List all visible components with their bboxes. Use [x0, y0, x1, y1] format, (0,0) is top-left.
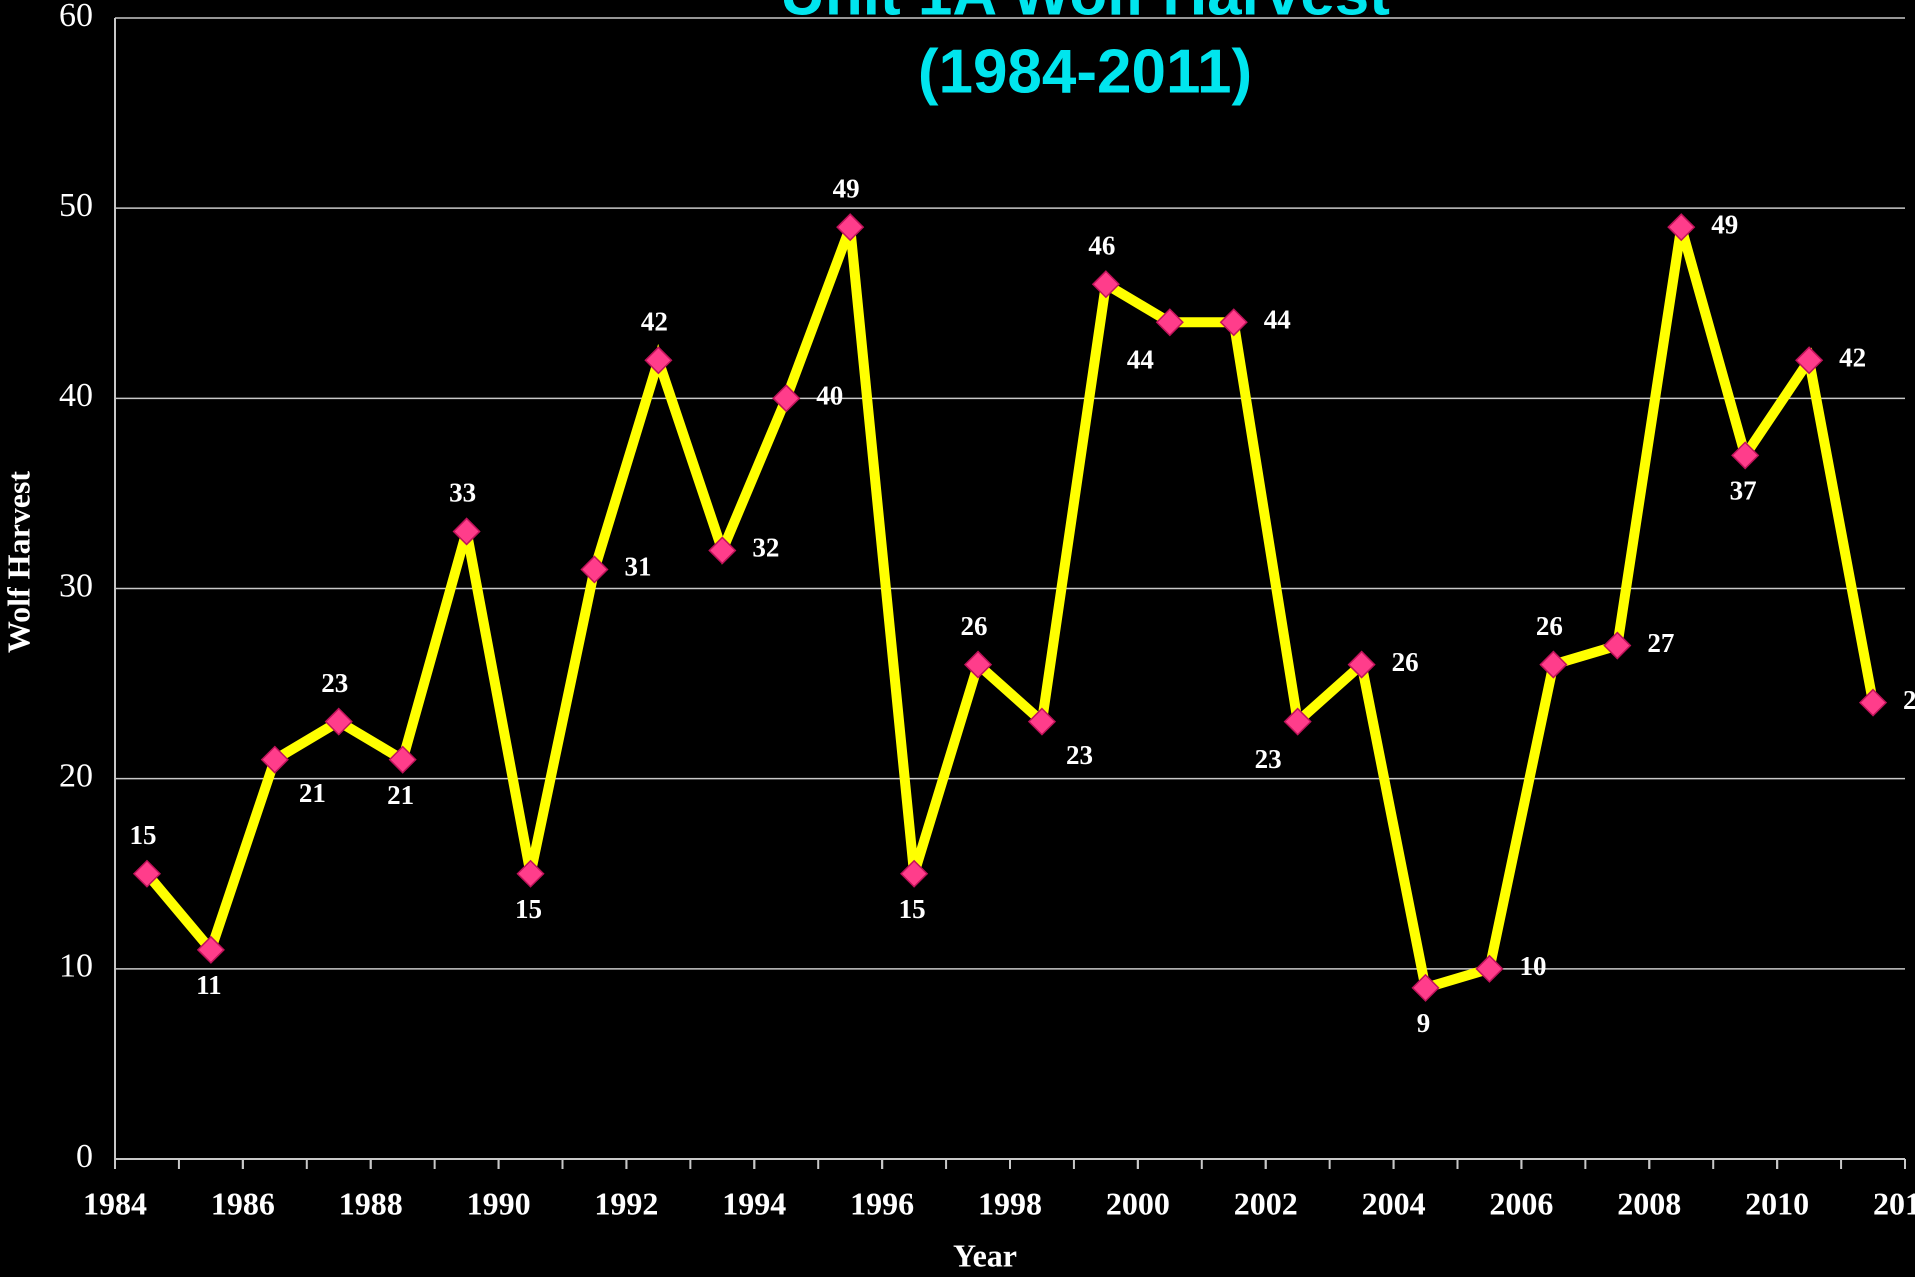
marker: [708, 536, 737, 565]
x-tick-label: 1996: [850, 1185, 914, 1221]
marker: [1283, 707, 1312, 736]
x-tick-label: 1998: [978, 1185, 1042, 1221]
marker: [1155, 308, 1184, 337]
data-label: 31: [624, 552, 651, 582]
x-tick-label: 2002: [1234, 1185, 1298, 1221]
y-tick-label: 50: [59, 187, 93, 224]
x-tick-label: 1986: [211, 1185, 275, 1221]
data-label: 15: [129, 820, 156, 850]
marker: [644, 346, 673, 375]
x-tick-label: 2012: [1873, 1185, 1915, 1221]
line: [143, 225, 1878, 995]
data-label: 15: [899, 894, 926, 924]
marker: [1731, 441, 1760, 470]
marker: [1347, 650, 1376, 679]
marker: [836, 213, 865, 242]
y-axis-title: Wolf Harvest: [0, 471, 36, 654]
data-label: 26: [1536, 611, 1563, 641]
data-label: 26: [961, 611, 988, 641]
x-tick-label: 1994: [722, 1185, 786, 1221]
data-label: 49: [1711, 209, 1738, 239]
data-label: 26: [1392, 647, 1419, 677]
x-tick-label: 1990: [467, 1185, 531, 1221]
data-label: 23: [1255, 744, 1282, 774]
x-axis-title: Year: [953, 1237, 1017, 1273]
marker: [196, 935, 225, 964]
data-label: 21: [299, 778, 326, 808]
marker: [516, 859, 545, 888]
marker: [1667, 213, 1696, 242]
x-tick-label: 2006: [1489, 1185, 1553, 1221]
x-tick-label: 1992: [594, 1185, 658, 1221]
x-tick-label: 2008: [1617, 1185, 1681, 1221]
marker: [772, 384, 801, 413]
data-label: 21: [387, 780, 414, 810]
chart-title: (1984-2011): [918, 37, 1252, 106]
marker: [1219, 308, 1248, 337]
marker: [1795, 346, 1824, 375]
data-label: 33: [449, 478, 476, 508]
marker: [324, 707, 353, 736]
data-label: 23: [321, 668, 348, 698]
data-label: 42: [1839, 343, 1866, 373]
marker: [1475, 954, 1504, 983]
x-tick-label: 1988: [339, 1185, 403, 1221]
marker: [1603, 631, 1632, 660]
data-label: 9: [1417, 1008, 1431, 1038]
marker: [388, 745, 417, 774]
marker: [580, 555, 609, 584]
y-tick-label: 60: [59, 0, 93, 34]
x-tick-label: 2010: [1745, 1185, 1809, 1221]
marker: [1539, 650, 1568, 679]
y-tick-label: 20: [59, 757, 93, 794]
marker: [1411, 973, 1440, 1002]
x-tick-label: 2000: [1106, 1185, 1170, 1221]
marker: [1858, 688, 1888, 717]
data-label: 40: [816, 381, 843, 411]
data-label: 49: [833, 173, 860, 203]
x-tick-label: 2004: [1362, 1185, 1426, 1221]
data-label: 44: [1127, 344, 1154, 374]
data-label: 32: [752, 533, 779, 563]
marker: [963, 650, 993, 679]
x-tick-label: 1984: [83, 1185, 147, 1221]
marker: [132, 859, 162, 888]
data-label: 23: [1066, 740, 1093, 770]
data-label: 42: [641, 307, 668, 337]
y-tick-label: 10: [59, 948, 93, 985]
y-tick-label: 40: [59, 377, 93, 414]
data-label: 10: [1519, 951, 1546, 981]
marker: [1027, 707, 1057, 736]
data-label: 15: [515, 894, 542, 924]
marker: [260, 745, 289, 774]
data-label: 46: [1088, 230, 1115, 260]
y-tick-label: 0: [76, 1138, 93, 1175]
data-label: 11: [196, 970, 222, 1000]
y-tick-label: 30: [59, 567, 93, 604]
data-label: 24: [1903, 685, 1915, 715]
chart-title: Unit 1A Wolf Harvest: [780, 0, 1390, 28]
marker: [1091, 270, 1120, 299]
data-label: 37: [1730, 476, 1757, 506]
marker: [452, 517, 481, 546]
marker: [900, 859, 929, 888]
data-label: 27: [1647, 628, 1674, 658]
data-label: 44: [1264, 304, 1291, 334]
